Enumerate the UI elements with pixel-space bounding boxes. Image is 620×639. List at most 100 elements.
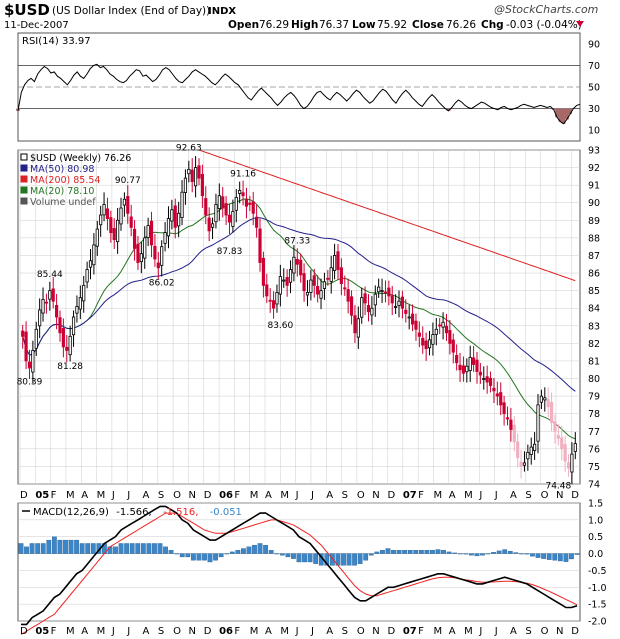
open-value: 76.29 <box>259 19 289 31</box>
macd-histogram-bar <box>402 550 406 553</box>
candle-body <box>225 204 227 215</box>
candle-body <box>432 335 434 345</box>
close-value: 76.26 <box>446 19 476 31</box>
month-tick-label: S <box>158 490 164 501</box>
macd-tick-label: -0.5 <box>588 566 607 577</box>
month-tick-label: S <box>525 626 531 637</box>
price-tick-label: 74 <box>588 480 600 491</box>
candle-body <box>347 290 349 302</box>
low-label: Low <box>352 19 376 31</box>
month-tick-label: S <box>342 626 348 637</box>
month-tick-label: N <box>556 490 563 501</box>
macd-histogram-bar <box>108 547 112 554</box>
month-tick-label: 05 <box>35 490 49 501</box>
month-tick-label: A <box>326 490 333 501</box>
price-annotation: 90.77 <box>115 176 141 186</box>
macd-histogram-bar <box>252 545 256 553</box>
candle-body <box>93 245 95 265</box>
macd-histogram-bar <box>564 554 568 562</box>
open-label: Open <box>228 19 259 31</box>
macd-histogram-bar <box>152 543 156 553</box>
macd-histogram-bar <box>158 543 162 553</box>
legend-entry: $USD (Weekly) 76.26 <box>30 153 131 164</box>
month-tick-label: D <box>388 626 396 637</box>
month-tick-label: A <box>265 626 272 637</box>
macd-histogram-bar <box>469 554 473 556</box>
candle-body <box>455 355 457 362</box>
month-tick-label: 07 <box>403 490 417 501</box>
candle-body <box>391 296 393 303</box>
candle-body <box>89 261 91 267</box>
candle-body <box>523 463 525 465</box>
candle-body <box>479 372 481 375</box>
macd-histogram-bar <box>391 550 395 553</box>
candle-body <box>381 291 383 292</box>
candle-body <box>211 224 213 227</box>
candle-body <box>99 215 101 225</box>
candle-body <box>174 206 176 227</box>
candle-body <box>205 199 207 216</box>
month-tick-label: A <box>326 626 333 637</box>
rsi-tick-label: 30 <box>588 104 600 115</box>
candle-body <box>361 298 363 318</box>
macd-histogram-bar <box>375 552 379 554</box>
macd-histogram-bar <box>358 554 362 564</box>
candle-body <box>388 288 390 296</box>
candle-body <box>269 300 271 301</box>
month-tick-label: M <box>66 626 75 637</box>
candle-body <box>222 197 224 208</box>
macd-histogram-bar <box>380 550 384 553</box>
month-tick-label: A <box>81 626 88 637</box>
price-tick-label: 93 <box>588 146 600 157</box>
candle-body <box>242 193 244 196</box>
chart-date: 11-Dec-2007 <box>4 20 69 31</box>
candle-body <box>452 340 454 352</box>
macd-tick-label: -1.5 <box>588 600 607 611</box>
candle-body <box>32 350 34 372</box>
month-tick-label: J <box>478 626 482 637</box>
candle-body <box>103 204 105 214</box>
month-tick-label: D <box>571 490 579 501</box>
month-tick-label: O <box>541 490 549 501</box>
macd-histogram-bar <box>69 540 73 553</box>
candle-body <box>462 366 464 373</box>
legend-swatch <box>21 176 27 182</box>
candle-body <box>72 317 74 335</box>
candle-body <box>330 268 332 282</box>
macd-histogram-bar <box>419 550 423 553</box>
candle-body <box>228 215 230 222</box>
stockcharts-logo: @StockCharts.com <box>494 3 598 16</box>
legend-swatch <box>21 198 27 204</box>
candle-body <box>123 199 125 205</box>
candle-body <box>113 228 115 239</box>
candle-body <box>79 298 81 309</box>
candle-body <box>357 319 359 337</box>
candle-body <box>405 310 407 313</box>
candle-body <box>377 287 379 292</box>
candle-body <box>171 210 173 221</box>
macd-histogram-bar <box>291 554 295 559</box>
candle-body <box>554 422 556 431</box>
candle-body <box>550 402 552 422</box>
candle-body <box>510 420 512 429</box>
candle-body <box>157 263 159 268</box>
macd-histogram-bar <box>85 543 89 553</box>
candle-body <box>503 403 505 414</box>
macd-histogram-bar <box>74 540 78 553</box>
month-tick-label: F <box>51 626 57 637</box>
month-tick-label: F <box>418 490 424 501</box>
macd-histogram-bar <box>41 543 45 553</box>
rsi-tick-label: 50 <box>588 83 600 94</box>
month-tick-label: M <box>433 490 442 501</box>
macd-histogram-bar <box>525 554 529 555</box>
month-tick-label: O <box>541 626 549 637</box>
macd-histogram-bar <box>30 543 34 553</box>
month-tick-label: 06 <box>219 626 233 637</box>
candle-body <box>537 405 539 441</box>
candle-body <box>344 288 346 289</box>
month-tick-label: M <box>280 490 289 501</box>
month-tick-label: M <box>464 626 473 637</box>
candle-body <box>476 360 478 371</box>
macd-label-part: -0.051 <box>210 507 242 518</box>
macd-histogram-bar <box>341 554 345 566</box>
